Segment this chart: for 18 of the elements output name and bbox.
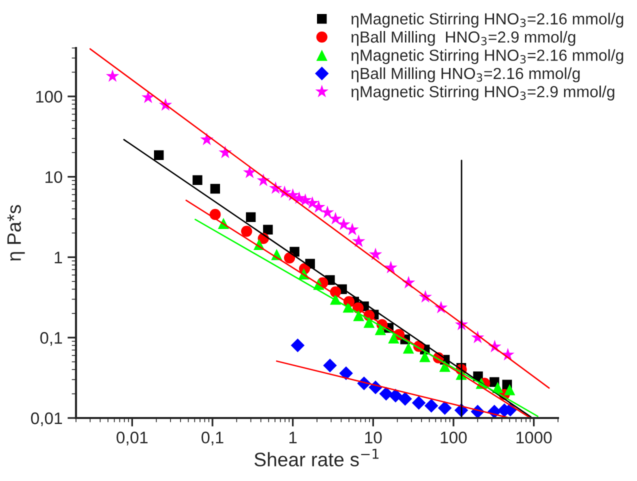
y-tick-label: 1 (54, 252, 62, 264)
x-tick-label: 1000 (516, 432, 552, 444)
y-axis-title: η Pa*s (7, 205, 25, 261)
x-tick-label: 0,1 (202, 432, 224, 446)
legend-label: ηBall Milling HNO$_{3}$=2.9 mmol/g (351, 30, 576, 46)
legend-label: ηMagnetic Stirring HNO$_{3}$=2.9 mmol/g (351, 86, 614, 100)
legend-label: ηMagnetic Stirring HNO$_{3}$=2.16 mmol/g (351, 49, 624, 64)
y-tick-label: 10 (46, 171, 62, 184)
legend-label: ηBall Milling HNO$_{3}$=2.16 mmol/g (351, 67, 580, 82)
legend-label: ηMagnetic Stirring HNO$_{3}$=2.16 mmol/g (351, 12, 624, 28)
x-tick-label: 0,01 (116, 432, 148, 446)
y-tick-label: 0,1 (40, 332, 62, 346)
y-tick-label: 0,01 (31, 412, 62, 426)
x-axis-title: Shear rate s$^{−1}$ (254, 448, 379, 466)
x-tick-label: 100 (440, 432, 467, 444)
x-tick-label: 10 (365, 432, 382, 444)
y-tick-label: 100 (36, 90, 62, 103)
x-tick-label: 1 (289, 432, 297, 444)
